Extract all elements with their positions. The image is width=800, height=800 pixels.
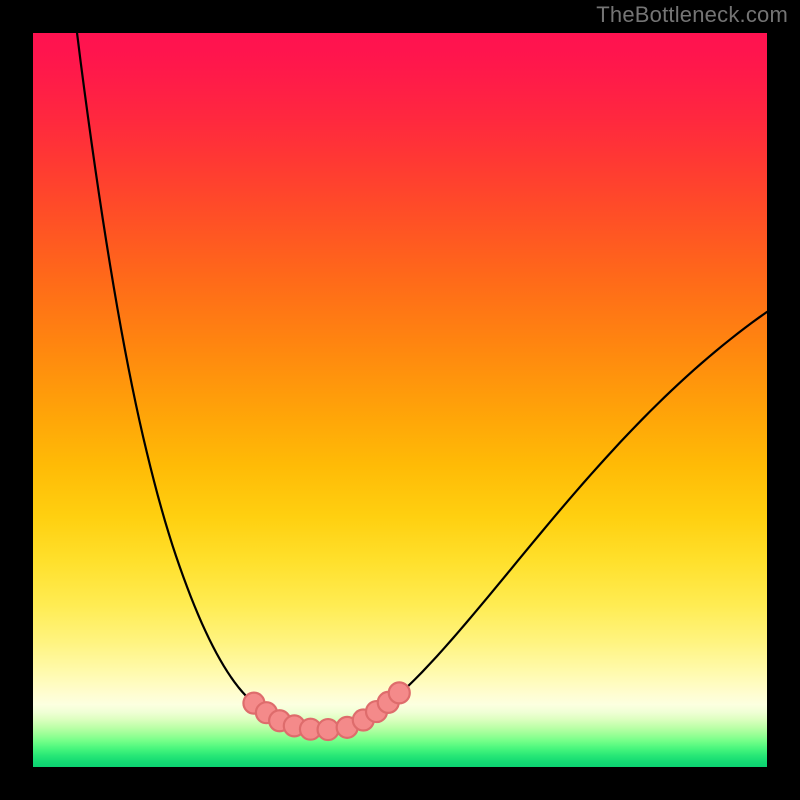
- figure-root: TheBottleneck.com: [0, 0, 800, 800]
- plot-area: [33, 33, 767, 767]
- marker-point: [389, 682, 410, 703]
- chart-background: [33, 33, 767, 767]
- bottleneck-chart: [33, 33, 767, 767]
- watermark-text: TheBottleneck.com: [596, 2, 788, 28]
- marker-point: [318, 719, 339, 740]
